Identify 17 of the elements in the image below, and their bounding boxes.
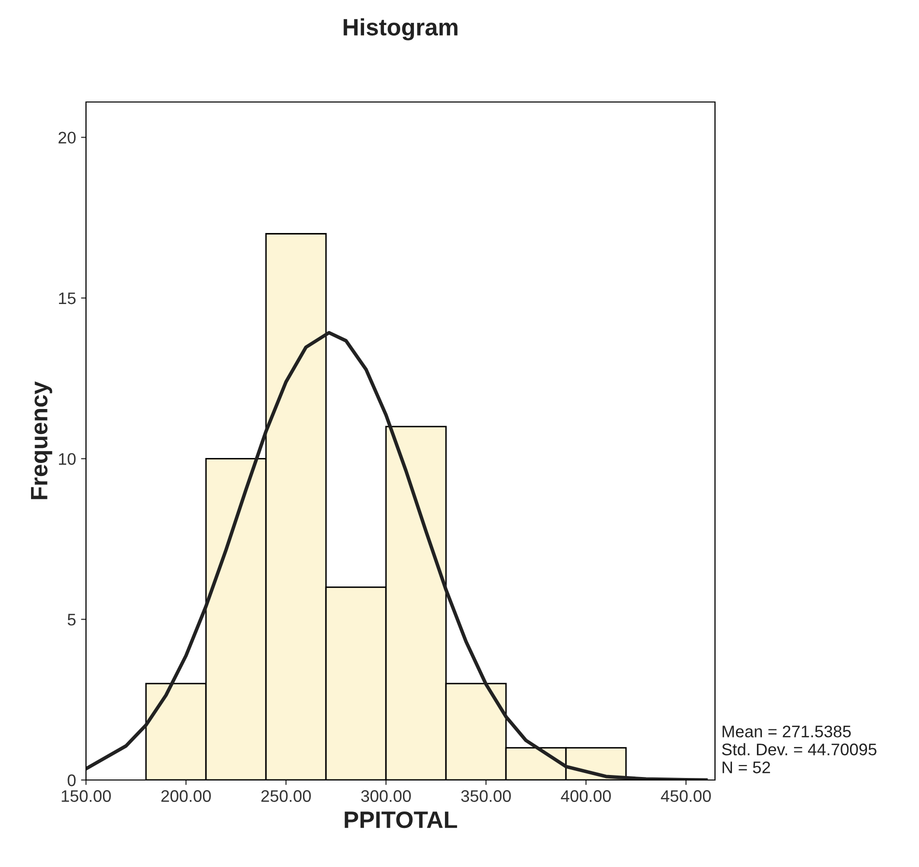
y-tick-label: 20 [58, 132, 76, 144]
y-axis-title: Frequency [31, 381, 52, 500]
x-tick-label: 250.00 [261, 790, 311, 802]
line-series [86, 330, 708, 780]
y-tick-label: 5 [68, 614, 76, 626]
x-tick-label: 300.00 [361, 790, 411, 802]
x-tick-label: 150.00 [62, 790, 111, 802]
chart-title: Histogram [344, 18, 458, 40]
x-tick-label: 350.00 [461, 790, 511, 802]
x-tick-label: 200.00 [161, 790, 211, 802]
text: Mean = 271.5385 Std. Dev. = 44.70095 N = 52 [722, 726, 876, 774]
y-tick-label: 15 [59, 292, 76, 304]
y-tick-label: 10 [59, 453, 76, 465]
x-tick-label: 400.00 [560, 790, 611, 802]
y-tick-label: 0 [68, 774, 76, 786]
x-tick-label: 450.00 [660, 790, 711, 802]
x-axis-title: PPITOTAL [344, 811, 458, 828]
